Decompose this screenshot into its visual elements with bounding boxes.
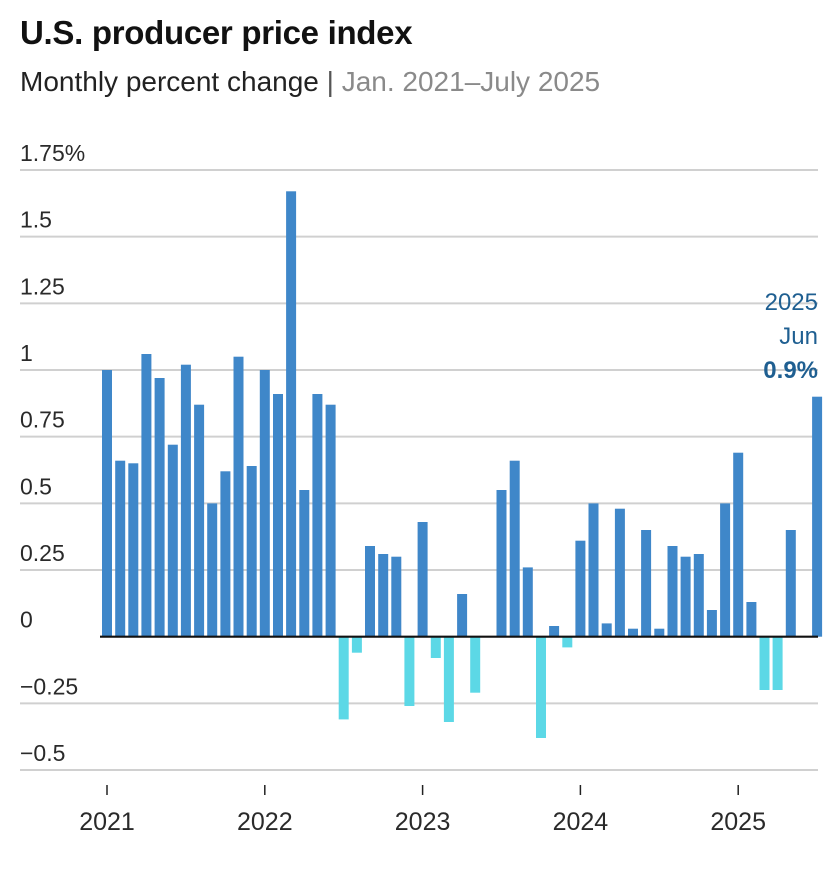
bar-2024-03	[601, 623, 612, 637]
bar-2024-11	[706, 610, 717, 637]
annotation-month: Jun	[779, 323, 818, 350]
bar-2021-12	[246, 466, 257, 637]
bar-2024-08	[667, 546, 678, 637]
bar-2021-02	[115, 460, 126, 637]
bar-2024-10	[693, 554, 704, 637]
bar-2025-05	[785, 530, 796, 637]
bar-2025-02	[746, 602, 757, 637]
bar-2021-03	[128, 463, 139, 637]
gridlines	[20, 168, 818, 772]
bar-2021-04	[141, 354, 152, 637]
subtitle-separator: |	[326, 66, 334, 97]
bar-2024-01	[575, 540, 586, 637]
bar-2022-07	[338, 636, 349, 720]
y-tick-label: −0.5	[20, 740, 65, 766]
bar-2025-03	[759, 636, 770, 690]
x-tick-label: 2024	[553, 808, 609, 836]
bar-2023-07	[496, 490, 507, 637]
bar-2025-04	[772, 636, 783, 690]
y-tick-label: −0.25	[20, 673, 78, 699]
bar-2022-11	[391, 556, 402, 637]
bar-2023-05	[470, 636, 481, 693]
y-tick-label: 1.5	[20, 207, 52, 233]
x-tick-label: 2025	[710, 808, 766, 836]
bar-2022-01	[259, 370, 270, 637]
subtitle-date-range: Jan. 2021–July 2025	[341, 66, 601, 97]
bar-2024-04	[614, 508, 625, 637]
bar-2021-05	[154, 378, 165, 637]
bar-2024-09	[680, 556, 691, 637]
bar-2023-04	[457, 594, 468, 637]
bar-2023-11	[549, 626, 560, 637]
bar-2023-09	[522, 567, 533, 637]
bar-2025-07	[812, 396, 823, 637]
y-axis-labels: 1.75% 1.5 1.25 1 0.75 0.5 0.25 0 −0.25 −0.5	[20, 140, 85, 766]
y-tick-label: 1.75%	[20, 140, 85, 166]
chart-title: U.S. producer price index	[20, 14, 413, 51]
x-tick-label: 2021	[79, 808, 135, 836]
bar-2021-09	[207, 503, 218, 637]
bar-2021-11	[233, 356, 244, 637]
x-tick-label: 2023	[395, 808, 451, 836]
bar-2023-02	[430, 636, 441, 658]
bar-2022-08	[351, 636, 362, 653]
y-tick-label: 0.25	[20, 540, 65, 566]
bar-2022-04	[299, 490, 310, 637]
bar-2022-03	[286, 191, 297, 637]
annotation-value: 0.9%	[763, 357, 818, 384]
bar-2021-06	[167, 444, 178, 637]
bar-2022-10	[378, 554, 389, 637]
subtitle-main: Monthly percent change	[20, 66, 319, 97]
y-tick-label: 1	[20, 340, 33, 366]
bar-2023-01	[417, 522, 428, 637]
bars	[102, 191, 823, 738]
bar-2021-10	[220, 471, 231, 637]
y-tick-label: 0.75	[20, 407, 65, 433]
bar-2024-02	[588, 503, 599, 637]
y-tick-label: 0.5	[20, 473, 52, 499]
y-tick-label: 1.25	[20, 273, 65, 299]
bar-2022-09	[365, 546, 375, 637]
last-value-annotation: 2025 Jun 0.9%	[763, 289, 818, 384]
annotation-year: 2025	[765, 289, 818, 316]
bar-2023-10	[536, 636, 546, 738]
x-tick-label: 2022	[237, 808, 293, 836]
bar-2024-06	[641, 530, 652, 637]
y-tick-label: 0	[20, 607, 33, 633]
bar-2023-03	[443, 636, 454, 722]
bar-2023-08	[509, 460, 520, 637]
bar-2022-05	[312, 394, 323, 637]
bar-2024-07	[654, 628, 665, 637]
chart-subtitle: Monthly percent change | Jan. 2021–July …	[20, 66, 600, 98]
bar-2024-05	[628, 628, 638, 637]
bar-2022-06	[325, 404, 336, 637]
bar-2021-08	[194, 404, 205, 637]
bar-2021-01	[102, 370, 112, 637]
bar-2021-07	[180, 364, 191, 637]
bar-2022-02	[273, 394, 283, 637]
x-axis: 2021 2022 2023 2024 2025	[79, 785, 766, 836]
bar-2023-12	[562, 636, 573, 648]
bar-2022-12	[404, 636, 415, 706]
bar-2024-12	[720, 503, 731, 637]
bar-2025-01	[733, 452, 744, 637]
